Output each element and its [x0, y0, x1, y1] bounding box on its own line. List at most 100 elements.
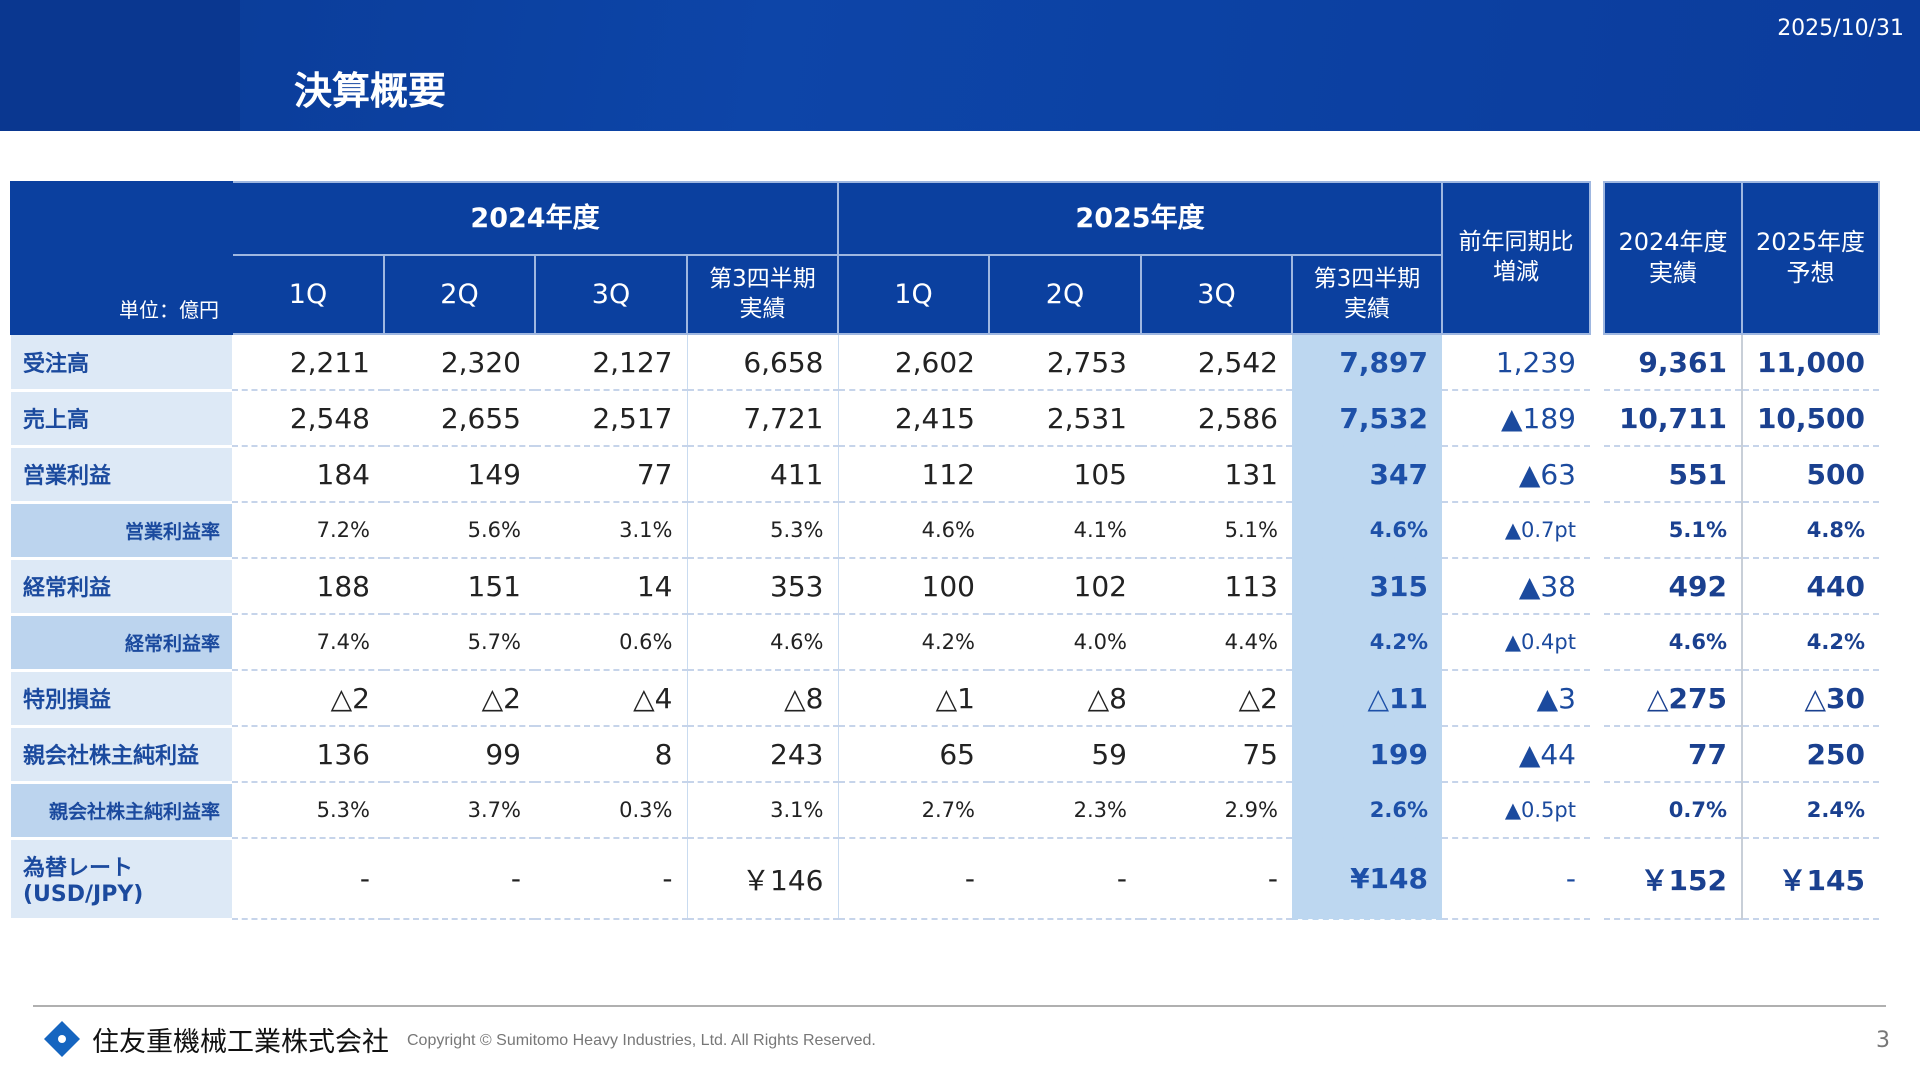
date-label: 2025/10/31 — [1777, 16, 1904, 41]
cell-2024: 411 — [686, 446, 838, 503]
row-label: 特別損益 — [11, 670, 232, 728]
cell-2025: 2.9% — [1141, 782, 1292, 839]
cell-2024: 14 — [535, 558, 687, 615]
row-label: 受注高 — [11, 334, 232, 392]
cell-fy2025-forecast: 11,000 — [1741, 334, 1879, 391]
cell-fy2025-forecast: 4.2% — [1741, 614, 1879, 671]
cell-2025: 2,602 — [837, 334, 989, 391]
cell-2024: 77 — [535, 446, 687, 503]
cell-fy2025-forecast: △30 — [1741, 670, 1879, 727]
cell-fy2025-forecast: 2.4% — [1741, 782, 1879, 839]
cell-2024: - — [535, 838, 687, 920]
cell-2025: 4.6% — [837, 502, 989, 559]
cell-2024: △4 — [535, 670, 687, 727]
cell-2025: 4.1% — [989, 502, 1141, 559]
cell-2025-cum: 4.2% — [1292, 614, 1442, 671]
page-title: 決算概要 — [294, 69, 447, 113]
cell-yoy: 1,239 — [1442, 334, 1590, 391]
row-label: 為替レート (USD/JPY) — [11, 838, 232, 921]
row-label: 親会社株主純利益 — [11, 726, 232, 784]
cell-2024: △2 — [384, 670, 535, 727]
cell-2024: 3.1% — [686, 782, 838, 839]
row-label: 経常利益 — [11, 558, 232, 616]
cell-2024: 2,655 — [384, 390, 535, 447]
cell-yoy: ▲0.4pt — [1442, 614, 1590, 671]
cell-2025: 2.3% — [989, 782, 1141, 839]
cell-2024: 5.3% — [232, 782, 384, 839]
cell-yoy: ▲189 — [1442, 390, 1590, 447]
cell-2024: 7,721 — [686, 390, 838, 447]
cell-2025: 131 — [1141, 446, 1292, 503]
cell-2025: 102 — [989, 558, 1141, 615]
cell-2025: 5.1% — [1141, 502, 1292, 559]
cell-yoy: ▲0.5pt — [1442, 782, 1590, 839]
row-label: 営業利益率 — [11, 502, 232, 560]
company-name: 住友重機械工業株式会社 — [92, 1027, 389, 1058]
cell-2024: ￥146 — [686, 838, 838, 920]
table-row: 経常利益 188 151 14 353 100 102 113 315 ▲38 492 440 — [11, 558, 1879, 616]
column-gap — [1590, 614, 1604, 670]
cell-yoy: ▲0.7pt — [1442, 502, 1590, 559]
cell-2025-cum: 4.6% — [1292, 502, 1442, 559]
header-2024-2q: 2Q — [383, 254, 536, 335]
cell-2025: 105 — [989, 446, 1141, 503]
cell-2024: 243 — [686, 726, 838, 783]
table-row: 営業利益 184 149 77 411 112 105 131 347 ▲63 551 500 — [11, 446, 1879, 504]
cell-2025-cum: ¥148 — [1292, 838, 1442, 920]
cell-2024: 3.1% — [535, 502, 687, 559]
column-gap — [1590, 838, 1604, 919]
column-gap — [1590, 334, 1604, 390]
cell-2025: 75 — [1141, 726, 1292, 783]
cell-2024: 2,211 — [232, 334, 384, 391]
cell-fy2025-forecast: 500 — [1741, 446, 1879, 503]
column-gap — [1590, 446, 1604, 502]
cell-2024: 2,517 — [535, 390, 687, 447]
header-fy2025: 2025年度 — [837, 181, 1443, 256]
header-2025-2q: 2Q — [988, 254, 1142, 335]
header-fy2024: 2024年度 — [231, 181, 839, 256]
row-label: 経常利益率 — [11, 614, 232, 672]
header-fy2025-forecast: 2025年度 予想 — [1741, 181, 1880, 335]
cell-2025-cum: 7,897 — [1292, 334, 1442, 391]
table-row: 売上高 2,548 2,655 2,517 7,721 2,415 2,531 2,586 7,… — [11, 390, 1879, 448]
column-gap — [1590, 390, 1604, 446]
cell-yoy: - — [1442, 838, 1590, 920]
cell-fy2024-actual: 4.6% — [1604, 614, 1742, 671]
cell-2025-cum: 347 — [1292, 446, 1442, 503]
financial-summary-table: 単位：億円 2024年度 2025年度 前年同期比 増減 2024年度 実績 2… — [10, 181, 1880, 921]
cell-2024: 2,127 — [535, 334, 687, 391]
cell-2024: 5.6% — [384, 502, 535, 559]
cell-fy2024-actual: 492 — [1604, 558, 1742, 615]
cell-yoy: ▲44 — [1442, 726, 1590, 783]
cell-2025: 65 — [837, 726, 989, 783]
footer-divider — [33, 1005, 1886, 1007]
cell-2024: 5.7% — [384, 614, 535, 671]
cell-2025: - — [1141, 838, 1292, 920]
cell-2025: 2,586 — [1141, 390, 1292, 447]
header-2024-cum: 第3四半期 実績 — [686, 254, 839, 335]
cell-2024: - — [232, 838, 384, 920]
cell-2025: 4.2% — [837, 614, 989, 671]
cell-fy2024-actual: 5.1% — [1604, 502, 1742, 559]
row-label: 営業利益 — [11, 446, 232, 504]
table-row: 営業利益率 7.2% 5.6% 3.1% 5.3% 4.6% 4.1% 5.1% 4.6% ▲0.… — [11, 502, 1879, 560]
cell-2025: - — [989, 838, 1141, 920]
cell-2025-cum: 7,532 — [1292, 390, 1442, 447]
cell-2024: △8 — [686, 670, 838, 727]
header-2025-3q: 3Q — [1140, 254, 1293, 335]
cell-2024: 353 — [686, 558, 838, 615]
cell-2025-cum: △11 — [1292, 670, 1442, 727]
cell-yoy: ▲3 — [1442, 670, 1590, 727]
cell-2025: △1 — [837, 670, 989, 727]
cell-2025: 4.0% — [989, 614, 1141, 671]
copyright: Copyright © Sumitomo Heavy Industries, L… — [407, 1032, 876, 1049]
cell-fy2025-forecast: 4.8% — [1741, 502, 1879, 559]
cell-2024: △2 — [232, 670, 384, 727]
cell-fy2024-actual: 77 — [1604, 726, 1742, 783]
cell-2024: 184 — [232, 446, 384, 503]
cell-fy2024-actual: △275 — [1604, 670, 1742, 727]
cell-2024: 3.7% — [384, 782, 535, 839]
unit-label: 単位：億円 — [10, 181, 233, 335]
cell-2024: 8 — [535, 726, 687, 783]
column-gap — [1590, 782, 1604, 838]
